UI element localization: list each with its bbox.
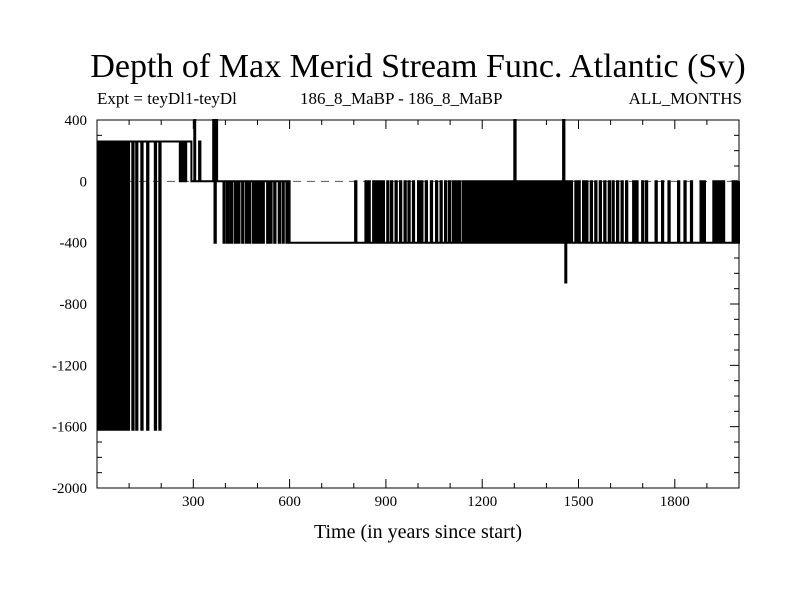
y-tick-label: 400	[65, 113, 88, 129]
months-label: ALL_MONTHS	[628, 89, 742, 108]
x-tick-label: 1800	[660, 494, 690, 510]
y-tick-label: -1600	[52, 420, 87, 436]
y-tick-label: 0	[80, 174, 88, 190]
series-line	[97, 119, 740, 431]
y-tick-label: -2000	[52, 481, 87, 497]
x-tick-label: 600	[278, 494, 301, 510]
x-axis-label: Time (in years since start)	[314, 521, 522, 543]
x-tick-label: 1200	[467, 494, 497, 510]
y-tick-label: -1200	[52, 358, 87, 374]
x-tick-label: 900	[375, 494, 398, 510]
x-tick-label: 1500	[564, 494, 594, 510]
y-tick-label: -800	[60, 297, 88, 313]
x-tick-label: 300	[182, 494, 205, 510]
period-label: 186_8_MaBP - 186_8_MaBP	[300, 89, 503, 108]
axis-tick-labels: 300 600 900 1200 1500 1800 400 0 -400 -800 -1200 -1…	[52, 113, 690, 510]
experiment-label: Expt = teyDl1-teyDl	[97, 89, 237, 108]
y-tick-label: -400	[60, 236, 88, 252]
chart-title: Depth of Max Merid Stream Func. Atlantic…	[90, 48, 746, 85]
plot-area-frame	[96, 119, 740, 489]
